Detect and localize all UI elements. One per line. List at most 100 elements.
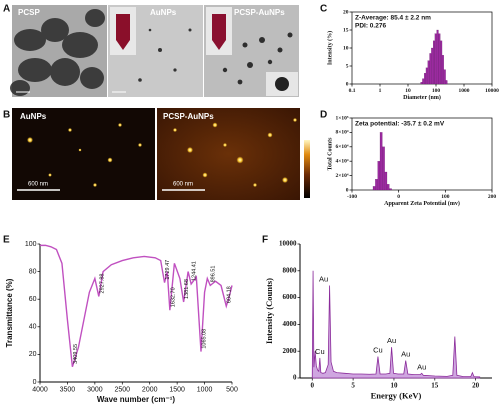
peak-label: 2927.88 xyxy=(99,274,105,294)
area xyxy=(311,270,481,379)
scale-bar-label: 600 nm xyxy=(173,182,193,188)
x-tick-label: 0 xyxy=(311,382,315,390)
x-tick-label: 2000 xyxy=(142,387,158,394)
panel-label: C xyxy=(320,4,327,15)
peak-label: 1632.70 xyxy=(170,287,176,307)
bar xyxy=(429,53,432,85)
x-tick-label: 0 xyxy=(397,194,400,200)
x-tick-label: 15 xyxy=(431,382,439,390)
bar xyxy=(434,33,437,85)
x-tick-label: 1000 xyxy=(197,387,213,394)
peak-label: Cu xyxy=(315,347,325,356)
peak-label: 604.18 xyxy=(227,286,233,303)
y-tick-label: 0 xyxy=(33,379,37,386)
x-tick-label: 1500 xyxy=(169,387,185,394)
panel-label: A xyxy=(3,4,10,15)
bar xyxy=(424,73,427,85)
image-label: PCSP xyxy=(18,8,40,17)
panel-label: B xyxy=(3,110,10,121)
bar xyxy=(382,146,385,191)
peak-label: 896.51 xyxy=(211,266,217,283)
afm-image: 600 nm AuNPs xyxy=(12,108,155,200)
bar xyxy=(375,179,378,191)
x-tick-label: 1 xyxy=(379,88,382,94)
y-axis-label: Total Counts xyxy=(327,137,333,171)
x-axis-label: Apparent Zeta Potential (mv) xyxy=(384,200,460,207)
x-axis-label: Wave number (cm⁻¹) xyxy=(97,395,175,404)
y-tick-label: 6×10⁴ xyxy=(335,144,348,150)
bar xyxy=(384,171,388,191)
peak-label: Au xyxy=(401,350,410,359)
y-tick-label: 10 xyxy=(343,45,349,51)
x-tick-label: 10 xyxy=(405,88,411,94)
x-axis-label: Diameter (nm) xyxy=(403,94,441,101)
panel-label: D xyxy=(320,110,327,121)
y-tick-label: 8000 xyxy=(283,266,298,274)
x-tick-label: 10000 xyxy=(485,88,499,94)
bar xyxy=(377,161,381,191)
annotation: Zeta potential: -35.7 ± 0.2 mV xyxy=(355,121,445,128)
x-tick-label: 100 xyxy=(441,194,450,200)
plot-frame xyxy=(351,117,493,191)
y-tick-label: 0 xyxy=(346,81,349,87)
y-tick-label: 2×10⁴ xyxy=(335,173,348,179)
scale-bar-label: 600 nm xyxy=(28,182,48,188)
peak-label: 1729.47 xyxy=(165,260,171,280)
bar xyxy=(386,184,390,191)
y-tick-label: 4×10⁴ xyxy=(335,158,348,164)
x-tick-label: 1000 xyxy=(459,88,470,94)
y-tick-label: 0 xyxy=(293,374,297,382)
x-tick-label: 20 xyxy=(472,382,480,390)
x-tick-label: 3500 xyxy=(60,387,76,394)
y-tick-label: 20 xyxy=(343,9,349,15)
y-axis-label: Transmittance (%) xyxy=(5,278,14,347)
bar xyxy=(420,82,423,85)
peak-label: Au xyxy=(417,362,426,371)
y-tick-label: 4000 xyxy=(283,320,298,328)
image-label: AuNPs xyxy=(150,8,177,17)
y-tick-label: 5 xyxy=(346,63,349,69)
annotation: Z-Average: 85.4 ± 2.2 nm xyxy=(355,15,431,22)
tem-image: PCSP xyxy=(10,5,107,97)
panel-label: E xyxy=(3,235,10,246)
x-tick-label: 500 xyxy=(226,387,238,394)
y-tick-label: 0 xyxy=(346,187,349,193)
x-tick-label: 2500 xyxy=(114,387,130,394)
image-label: AuNPs xyxy=(20,112,47,121)
tem-image: PCSP-AuNPs xyxy=(204,5,299,97)
peak-label: 1244.41 xyxy=(192,261,198,281)
peak-label: 1065.08 xyxy=(201,329,207,349)
bar xyxy=(438,33,441,85)
tem-image: AuNPs xyxy=(108,5,203,97)
bar xyxy=(440,40,443,85)
bar xyxy=(445,80,448,85)
bar xyxy=(441,55,444,85)
peak-label: Au xyxy=(387,336,396,345)
y-tick-label: 8×10⁴ xyxy=(335,130,348,136)
color-scale xyxy=(304,140,310,198)
peak-label: Cu xyxy=(373,346,383,355)
afm-image: 600 nm PCSP-AuNPs xyxy=(157,108,300,200)
y-axis-label: Intensity (Counts) xyxy=(264,278,274,344)
x-tick-label: 5 xyxy=(351,382,355,390)
x-tick-label: 4000 xyxy=(32,387,48,394)
bar xyxy=(427,60,430,85)
line xyxy=(40,244,233,368)
x-tick-label: 3000 xyxy=(87,387,103,394)
bar xyxy=(379,132,383,191)
y-tick-label: 80 xyxy=(29,268,37,275)
image-label: PCSP-AuNPs xyxy=(234,8,285,17)
bar xyxy=(436,29,439,85)
y-axis-label: Intensity (%) xyxy=(326,31,333,65)
y-tick-label: 60 xyxy=(29,296,37,303)
peak-label: Au xyxy=(319,275,328,284)
y-tick-label: 1×10⁵ xyxy=(335,115,348,121)
peak-label: 3409.55 xyxy=(73,344,79,364)
bar xyxy=(422,78,425,85)
y-tick-label: 40 xyxy=(29,324,37,331)
bar xyxy=(389,188,392,191)
y-tick-label: 10000 xyxy=(279,240,297,248)
peak-label: 1381.68 xyxy=(184,279,190,299)
y-tick-label: 100 xyxy=(25,241,37,248)
annotation: PDI: 0.276 xyxy=(355,23,386,30)
